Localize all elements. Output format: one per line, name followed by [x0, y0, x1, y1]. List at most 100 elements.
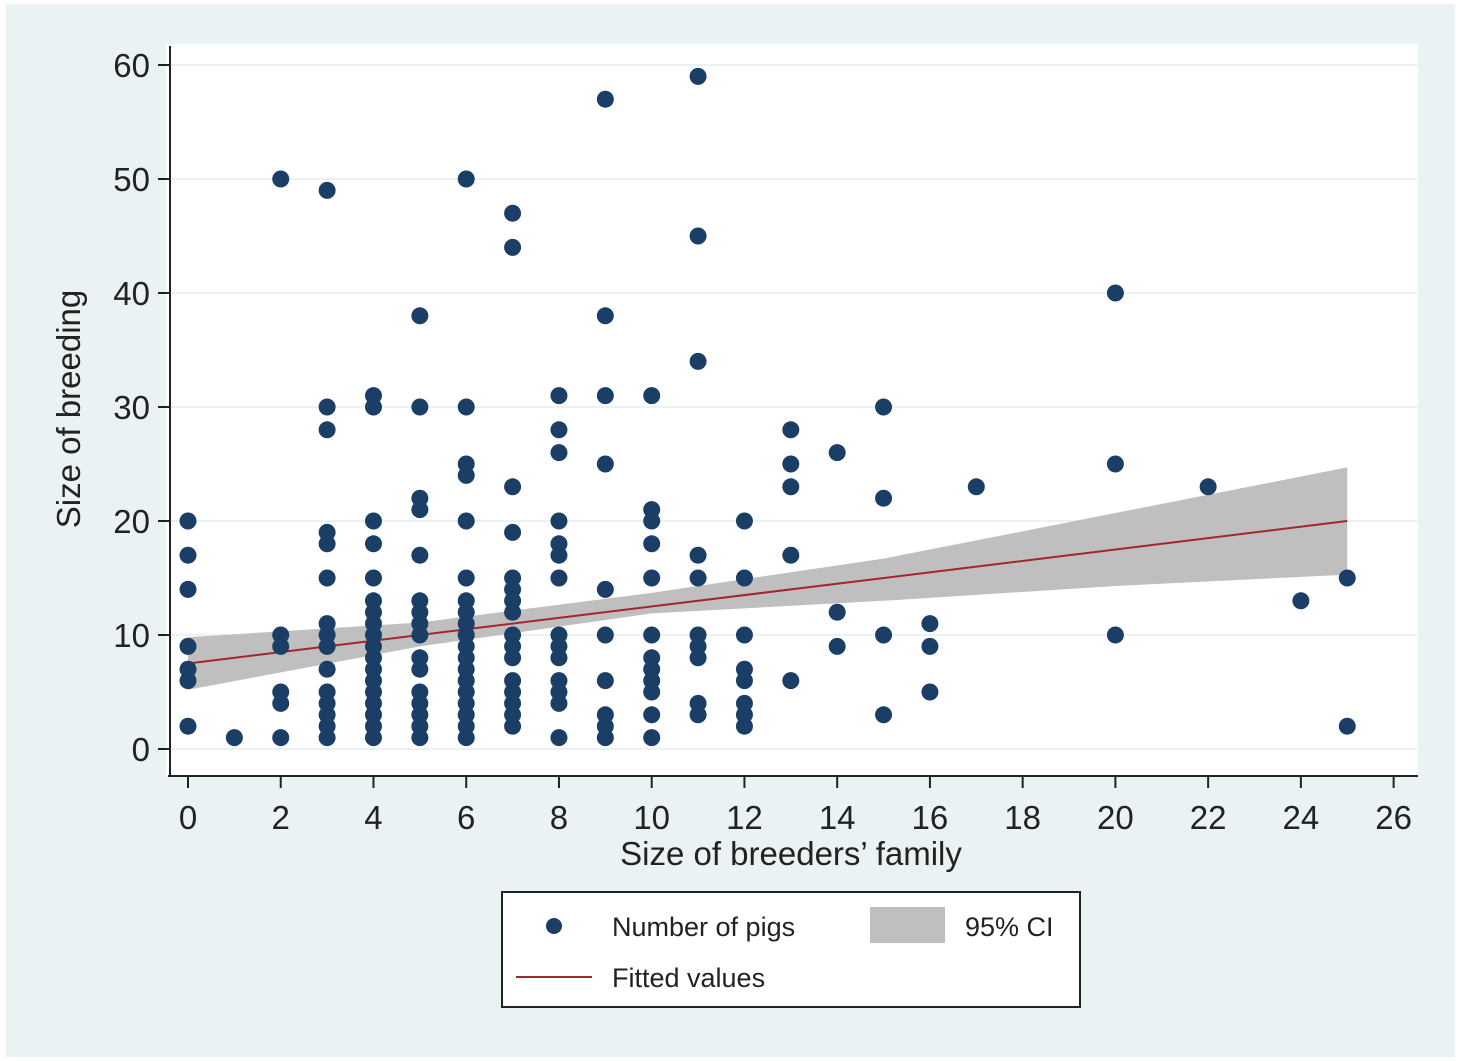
legend-marker-points: [546, 918, 562, 934]
data-point: [457, 592, 475, 610]
data-point: [272, 170, 290, 188]
scatter-points: [179, 67, 1356, 747]
data-point: [689, 694, 707, 712]
data-point: [643, 649, 661, 667]
data-point: [225, 729, 243, 747]
data-point: [504, 672, 522, 690]
y-axis-title: Size of breeding: [50, 290, 87, 529]
data-point: [596, 387, 614, 405]
data-point: [318, 660, 336, 678]
data-point: [550, 387, 568, 405]
data-point: [643, 626, 661, 644]
y-tick-label: 50: [113, 161, 150, 198]
x-tick-label: 4: [364, 799, 382, 836]
data-point: [689, 569, 707, 587]
data-point: [504, 626, 522, 644]
data-point: [364, 569, 382, 587]
data-point: [550, 569, 568, 587]
data-point: [411, 592, 429, 610]
data-point: [596, 307, 614, 325]
data-point: [550, 421, 568, 439]
legend-label-points: Number of pigs: [612, 912, 795, 942]
data-point: [364, 512, 382, 530]
data-point: [643, 729, 661, 747]
data-point: [272, 683, 290, 701]
data-point: [596, 90, 614, 108]
y-tick-label: 60: [113, 47, 150, 84]
x-tick-label: 20: [1097, 799, 1134, 836]
data-point: [1106, 626, 1124, 644]
data-point: [735, 660, 753, 678]
data-point: [272, 729, 290, 747]
data-point: [504, 523, 522, 541]
data-point: [921, 615, 939, 633]
data-point: [782, 546, 800, 564]
data-point: [782, 672, 800, 690]
data-point: [179, 580, 197, 598]
x-tick-label: 10: [633, 799, 670, 836]
legend-label-fit: Fitted values: [612, 963, 765, 993]
data-point: [504, 569, 522, 587]
data-point: [457, 512, 475, 530]
data-point: [689, 352, 707, 370]
x-axis-title: Size of breeders’ family: [620, 835, 962, 872]
x-tick-label: 0: [179, 799, 197, 836]
data-point: [411, 307, 429, 325]
data-point: [550, 672, 568, 690]
data-point: [596, 672, 614, 690]
x-tick-label: 26: [1375, 799, 1412, 836]
y-tick-label: 20: [113, 503, 150, 540]
legend-marker-ci: [870, 907, 945, 943]
data-point: [179, 512, 197, 530]
data-point: [272, 626, 290, 644]
fit-line-layer: [187, 520, 1348, 665]
data-point: [411, 489, 429, 507]
data-point: [689, 67, 707, 85]
data-point: [735, 512, 753, 530]
data-point: [643, 706, 661, 724]
data-point: [689, 626, 707, 644]
data-point: [318, 523, 336, 541]
data-point: [364, 592, 382, 610]
ci-band-layer: [188, 467, 1348, 690]
data-point: [550, 535, 568, 553]
data-point: [457, 569, 475, 587]
x-tick-label: 8: [550, 799, 568, 836]
data-point: [875, 398, 893, 416]
data-point: [411, 546, 429, 564]
data-point: [596, 706, 614, 724]
data-point: [550, 444, 568, 462]
y-tick-label: 0: [132, 731, 150, 768]
data-point: [1292, 592, 1310, 610]
data-point: [457, 170, 475, 188]
data-point: [643, 501, 661, 519]
data-point: [875, 489, 893, 507]
legend: Number of pigs 95% CI Fitted values: [501, 891, 1081, 1008]
data-point: [504, 238, 522, 256]
y-tick-label: 10: [113, 617, 150, 654]
x-tick-label: 12: [726, 799, 763, 836]
data-point: [411, 398, 429, 416]
data-point: [179, 637, 197, 655]
data-point: [875, 626, 893, 644]
data-point: [364, 535, 382, 553]
data-point: [921, 637, 939, 655]
data-point: [875, 706, 893, 724]
data-point: [782, 421, 800, 439]
data-point: [411, 649, 429, 667]
data-point: [504, 478, 522, 496]
data-point: [179, 660, 197, 678]
x-tick-label: 6: [457, 799, 475, 836]
data-point: [1106, 455, 1124, 473]
data-point: [179, 546, 197, 564]
x-tick-label: 14: [819, 799, 856, 836]
data-point: [735, 694, 753, 712]
data-point: [596, 580, 614, 598]
y-tick-label: 30: [113, 389, 150, 426]
data-point: [828, 444, 846, 462]
data-point: [457, 455, 475, 473]
ci-band: [188, 467, 1348, 690]
data-point: [782, 455, 800, 473]
chart-background: 0 10 20 30 40 50 60 0 2 4 6 8 10 12 14 16 18 20 22 24 26 Siz…: [6, 4, 1455, 1057]
